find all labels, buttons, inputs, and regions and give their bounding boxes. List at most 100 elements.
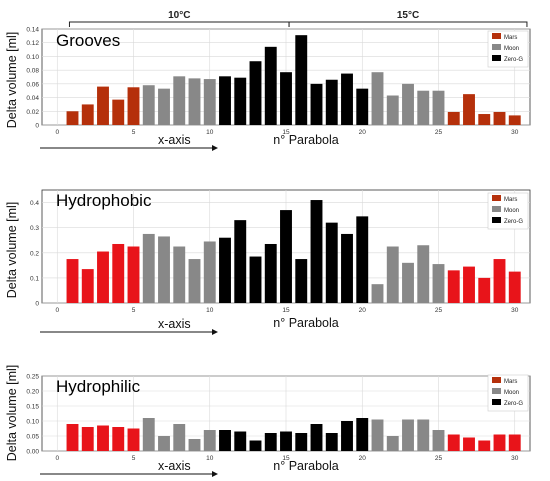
bar-mars-29 (493, 434, 506, 451)
bar-zero-g-17 (310, 83, 323, 125)
x-tick-label: 5 (132, 307, 136, 314)
bar-moon-24 (417, 419, 430, 451)
bar-mars-5 (127, 246, 140, 303)
bar-mars-5 (127, 87, 140, 125)
bar-moon-7 (158, 436, 170, 451)
bar-moon-6 (142, 85, 155, 125)
bar-zero-g-14 (264, 433, 277, 451)
bar-zero-g-19 (341, 233, 353, 303)
bar-moon-10 (203, 241, 216, 303)
bar-mars-1 (66, 111, 79, 125)
bar-zero-g-15 (280, 210, 292, 303)
bar-zero-g-14 (264, 46, 277, 126)
chart-title: Hydrophilic (56, 377, 141, 396)
bar-zero-g-13 (249, 256, 262, 303)
legend-label-moon: Moon (504, 390, 519, 396)
bracket-label-10c: 10°C (168, 10, 190, 21)
bar-moon-7 (158, 88, 170, 125)
chart-title: Hydrophobic (56, 191, 152, 210)
y-tick-label: 0.08 (26, 68, 39, 75)
x-tick-label: 10 (206, 129, 214, 136)
x-tick-label: 20 (359, 455, 367, 462)
bar-mars-28 (478, 440, 491, 451)
bar-mars-27 (463, 437, 475, 451)
legend-label-moon: Moon (504, 208, 519, 214)
bar-mars-30 (508, 271, 521, 303)
bar-moon-24 (417, 245, 430, 303)
bar-zero-g-13 (249, 440, 262, 451)
chart-panel-2: 0 0.1 0.2 0.3 0.4 0 5 10 15 20 25 30 Hydrophobic Delt… (5, 189, 531, 335)
bar-mars-26 (447, 111, 460, 125)
legend-label-mars: Mars (504, 379, 517, 385)
x-tick-label: 0 (55, 129, 59, 136)
x-tick-label: 15 (282, 129, 290, 136)
y-tick-label: 0.1 (30, 275, 39, 282)
bar-zero-g-11 (219, 430, 231, 451)
bar-zero-g-20 (356, 216, 369, 303)
bar-zero-g-12 (234, 77, 247, 125)
x-tick-label: 15 (282, 455, 290, 462)
x-tick-label: 0 (55, 455, 59, 462)
bar-zero-g-17 (310, 424, 323, 451)
legend-label-zero-g: Zero-G (504, 57, 523, 63)
y-tick-label: 0 (35, 301, 39, 308)
legend: Mars Moon Zero-G (487, 192, 529, 230)
bar-moon-22 (386, 436, 399, 451)
pseudo-x-label: x-axis (158, 317, 191, 331)
x-tick-label: 25 (435, 307, 443, 314)
bar-mars-2 (81, 269, 94, 303)
legend-swatch-moon (492, 206, 501, 212)
bar-zero-g-18 (325, 222, 338, 303)
bar-mars-3 (97, 251, 109, 303)
bar-zero-g-20 (356, 88, 369, 125)
x-tick-label: 15 (282, 307, 290, 314)
pseudo-x-arrowhead (212, 145, 218, 151)
bracket-line-1 (68, 21, 290, 27)
y-tick-label: 0.04 (26, 95, 39, 102)
bar-zero-g-12 (234, 220, 247, 303)
bar-moon-10 (203, 430, 216, 451)
bracket-label-15c: 15°C (397, 10, 419, 21)
bar-moon-9 (188, 78, 201, 125)
legend-swatch-zero-g (492, 55, 501, 61)
bar-mars-26 (447, 434, 460, 451)
pseudo-x-label: x-axis (158, 133, 191, 147)
pseudo-x-label: x-axis (158, 459, 191, 473)
bar-mars-5 (127, 428, 140, 451)
legend-swatch-moon (492, 44, 501, 50)
bar-mars-26 (447, 270, 460, 303)
x-tick-label: 30 (511, 129, 519, 136)
chart-panel-3: 0.00 0.05 0.10 0.15 0.20 0.25 0 5 10 15 20 25 30 Hydr… (5, 365, 531, 477)
x-tick-label: 25 (435, 129, 443, 136)
bar-mars-27 (463, 94, 475, 125)
legend-label-zero-g: Zero-G (504, 219, 523, 225)
bar-mars-3 (97, 86, 109, 125)
x-tick-label: 30 (511, 307, 519, 314)
y-tick-label: 0.10 (26, 419, 39, 426)
legend-label-zero-g: Zero-G (504, 401, 523, 407)
y-tick-label: 0.2 (30, 250, 39, 257)
bar-zero-g-16 (295, 259, 308, 303)
bar-mars-4 (112, 427, 125, 451)
y-tick-label: 0.00 (26, 449, 39, 456)
x-tick-label: 0 (55, 307, 59, 314)
bar-mars-1 (66, 424, 79, 451)
x-tick-label: 5 (132, 129, 136, 136)
bar-moon-21 (371, 72, 384, 125)
bar-zero-g-16 (295, 433, 308, 451)
x-axis-label: n° Parabola (273, 133, 339, 147)
bar-moon-24 (417, 90, 430, 125)
bar-mars-28 (478, 277, 491, 303)
x-axis-label: n° Parabola (273, 459, 339, 473)
bar-moon-25 (432, 264, 445, 303)
legend-swatch-zero-g (492, 399, 501, 405)
x-tick-label: 20 (359, 307, 367, 314)
bar-zero-g-15 (280, 431, 292, 451)
bar-moon-7 (158, 236, 170, 303)
bar-mars-30 (508, 115, 521, 125)
bar-zero-g-15 (280, 72, 292, 125)
y-axis-label: Delta volume [ml] (5, 202, 19, 299)
y-axis-label: Delta volume [ml] (5, 32, 19, 129)
legend-label-mars: Mars (504, 197, 517, 203)
bar-moon-10 (203, 79, 216, 125)
